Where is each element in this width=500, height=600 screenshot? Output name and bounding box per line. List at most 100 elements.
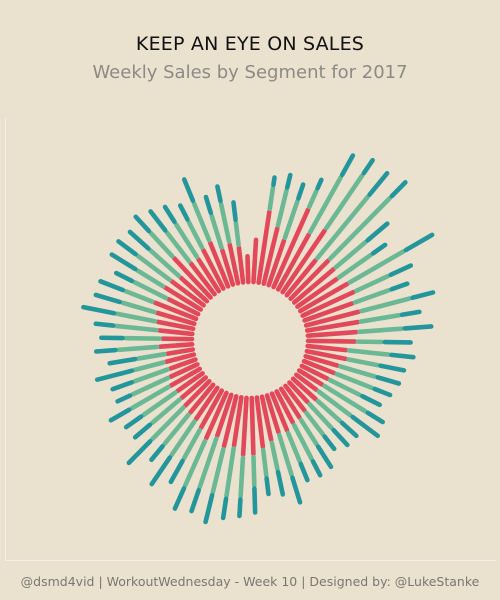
bar-consumer-week-57 <box>152 300 199 322</box>
bar-consumer-week-1 <box>251 237 259 285</box>
bar-consumer-week-25 <box>294 372 319 393</box>
bar-home-office-week-38 <box>203 492 215 525</box>
bar-corporate-week-16 <box>358 312 402 324</box>
bar-corporate-week-40 <box>182 438 208 488</box>
bar-corporate-week-52 <box>116 344 160 353</box>
bar-home-office-week-34 <box>264 476 271 497</box>
bar-home-office-week-28 <box>322 434 337 452</box>
bar-home-office-week-10 <box>365 221 390 243</box>
bar-home-office-week-62 <box>133 214 152 234</box>
bar-home-office-week-26 <box>339 420 359 439</box>
bar-corporate-week-47 <box>129 384 171 411</box>
bar-home-office-week-3 <box>284 172 293 190</box>
bar-consumer-week-27 <box>287 380 310 405</box>
bar-home-office-week-22 <box>372 386 393 398</box>
bar-home-office-week-9 <box>389 180 408 199</box>
bar-home-office-week-17 <box>402 324 434 331</box>
bar-corporate-week-7 <box>324 173 365 231</box>
bar-consumer-week-39 <box>214 392 234 439</box>
bar-home-office-week-36 <box>237 497 243 519</box>
page-subtitle: Weekly Sales by Segment for 2017 <box>92 62 408 83</box>
footer-credit: @dsmd4vid | WorkoutWednesday - Week 10 |… <box>20 574 480 589</box>
bar-consumer-week-40 <box>203 390 229 441</box>
bar-home-office-week-40 <box>172 486 187 511</box>
bar-corporate-week-22 <box>334 371 375 391</box>
bar-corporate-week-33 <box>269 440 280 472</box>
bar-home-office-week-69 <box>231 200 238 223</box>
bar-corporate-week-21 <box>338 364 378 379</box>
bar-home-office-week-24 <box>365 410 385 425</box>
bar-consumer-week-15 <box>303 309 361 328</box>
bar-consumer-week-60 <box>169 279 206 308</box>
bar-corporate-week-41 <box>181 427 202 461</box>
bar-home-office-week-60 <box>116 239 138 257</box>
bar-consumer-week-58 <box>166 296 201 317</box>
bar-home-office-week-6 <box>339 153 356 178</box>
bar-consumer-week-13 <box>300 289 356 318</box>
bar-home-office-week-63 <box>148 209 168 233</box>
bar-home-office-week-51 <box>107 356 138 366</box>
bar-home-office-week-41 <box>168 458 185 485</box>
bar-home-office-week-57 <box>98 278 126 293</box>
bar-consumer-week-67 <box>220 247 236 287</box>
bar-home-office-week-42 <box>149 455 173 487</box>
bar-corporate-week-32 <box>277 432 294 478</box>
bar-home-office-week-4 <box>296 182 306 201</box>
bar-home-office-week-15 <box>410 290 436 301</box>
bar-home-office-week-31 <box>298 461 310 483</box>
bar-consumer-week-61 <box>178 275 210 304</box>
bar-corporate-week-69 <box>233 220 241 248</box>
bar-corporate-week-20 <box>346 357 380 368</box>
bar-consumer-week-63 <box>188 261 217 297</box>
bar-consumer-week-11 <box>295 276 339 309</box>
bar-consumer-week-23 <box>299 363 330 382</box>
bar-consumer-week-30 <box>274 389 296 425</box>
bar-consumer-week-10 <box>291 266 336 305</box>
bar-consumer-week-62 <box>171 256 213 300</box>
bar-consumer-week-56 <box>154 310 197 327</box>
bar-consumer-week-18 <box>305 338 358 344</box>
bar-corporate-week-12 <box>347 249 406 285</box>
bar-consumer-week-31 <box>269 391 290 433</box>
bar-home-office-week-27 <box>331 427 350 448</box>
bar-home-office-week-68 <box>215 184 223 204</box>
bar-home-office-week-37 <box>220 496 229 521</box>
bar-home-office-week-35 <box>252 486 258 515</box>
bar-corporate-week-6 <box>307 175 343 235</box>
bar-consumer-week-12 <box>297 281 350 314</box>
bar-consumer-week-36 <box>240 395 249 458</box>
bar-consumer-week-33 <box>259 394 274 443</box>
bar-home-office-week-20 <box>378 363 407 373</box>
bar-consumer-week-34 <box>254 395 266 450</box>
bar-corporate-week-17 <box>357 326 404 335</box>
bar-corporate-week-11 <box>336 252 373 280</box>
bar-corporate-week-45 <box>149 397 182 426</box>
bar-corporate-week-64 <box>173 221 200 260</box>
bar-consumer-week-49 <box>167 357 198 371</box>
bar-corporate-week-35 <box>251 454 257 488</box>
bar-home-office-week-50 <box>94 368 135 382</box>
bar-corporate-week-44 <box>149 405 186 442</box>
page-title: KEEP AN EYE ON SALES <box>135 33 365 55</box>
bar-consumer-week-14 <box>302 301 355 323</box>
bar-corporate-week-23 <box>327 377 362 398</box>
bar-consumer-week-64 <box>196 257 222 294</box>
bar-home-office-week-52 <box>93 347 118 354</box>
bar-corporate-week-4 <box>282 199 300 241</box>
bar-corporate-week-28 <box>304 410 326 437</box>
bar-home-office-week-2 <box>271 175 277 188</box>
bar-corporate-week-51 <box>135 351 167 361</box>
bar-consumer-week-52 <box>157 342 195 350</box>
bar-consumer-week-37 <box>231 395 244 448</box>
bar-home-office-week-64 <box>162 204 177 224</box>
bar-consumer-week-65 <box>201 247 226 291</box>
bar-home-office-week-56 <box>93 292 122 305</box>
bar-consumer-week-8 <box>284 258 318 298</box>
bar-home-office-week-19 <box>389 352 416 360</box>
bar-consumer-week-69 <box>236 245 246 285</box>
bar-consumer-week-35 <box>249 395 256 457</box>
bar-home-office-week-45 <box>132 422 153 440</box>
bar-corporate-week-66 <box>191 201 212 243</box>
